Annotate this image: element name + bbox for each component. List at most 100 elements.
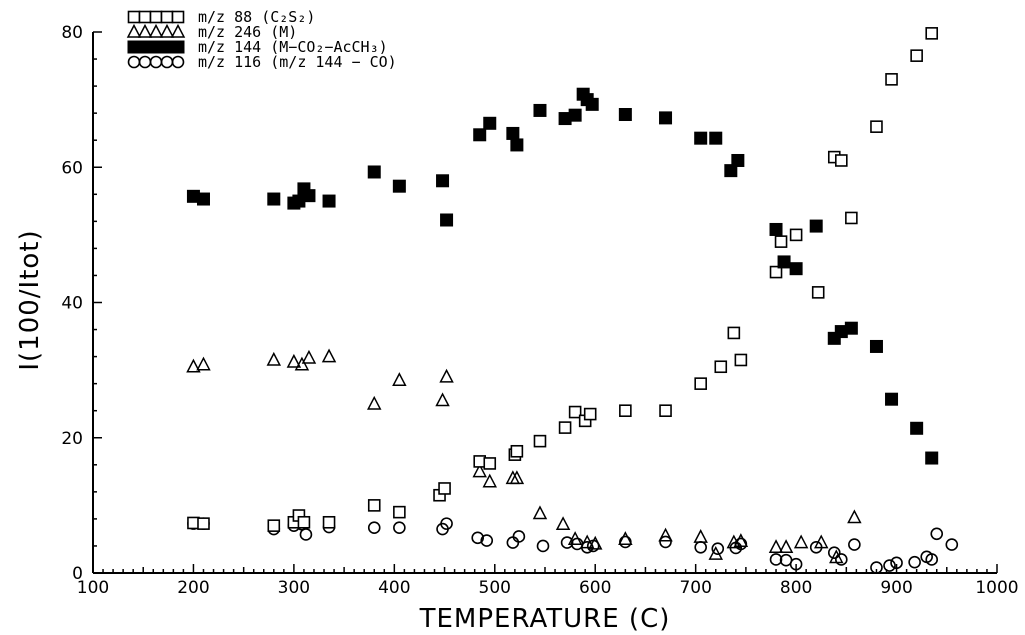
data-point [809,219,823,233]
y-tick-label: 80 [61,23,83,43]
series-open-triangle [186,348,862,564]
x-tick-label: 400 [378,578,410,598]
data-point [483,116,497,130]
x-tick-label: 700 [679,578,711,598]
data-point [322,194,336,208]
legend-label: m/z 144 (M−CO₂−AcCH₃) [198,38,388,56]
data-point [768,539,784,554]
data-point [367,395,382,410]
x-tick-label: 200 [177,578,209,598]
data-point [789,557,803,571]
data-point [506,536,520,549]
data-point [813,534,829,549]
legend-marker [137,23,153,38]
x-tick-label: 800 [780,578,812,598]
y-tick-label: 20 [61,429,83,449]
data-point [536,539,550,553]
data-point [870,120,883,133]
data-point [367,521,381,534]
data-point [709,131,723,145]
legend-marker [171,10,185,24]
data-point [512,530,526,543]
legend-symbols [127,55,185,69]
data-point [197,517,210,530]
legend-marker [171,40,185,54]
data-point [322,515,336,529]
data-point [560,536,574,549]
data-point [567,531,583,545]
data-point [483,457,497,470]
legend-marker [171,55,185,69]
legend-marker [159,23,175,38]
data-point [885,73,898,86]
data-point [774,235,788,248]
data-point [392,179,406,193]
legend-symbols [126,23,186,38]
x-tick-label: 600 [579,578,611,598]
data-point [568,108,582,122]
y-tick-label: 40 [61,294,83,314]
legend-marker [127,55,141,69]
data-point [266,351,282,366]
data-point [793,534,809,549]
data-point [731,153,745,167]
data-point [845,211,858,225]
data-point [694,541,707,554]
data-point [930,527,944,541]
legend-label: m/z 116 (m/z 144 − CO) [198,53,397,71]
data-point [890,556,903,570]
axis-ticks: 100 200 300 400 500 600 700 800 900 1000 0 20 40 60 80 [61,23,1018,598]
legend-marker [138,55,152,69]
legend-marker [127,40,141,54]
legend-marker [138,10,152,24]
legend-marker [127,10,141,24]
data-point [509,470,525,485]
data-point [301,349,317,364]
series-filled-square [186,87,939,465]
data-point [196,356,211,371]
data-point [510,138,524,152]
data-point [711,542,725,555]
legend-marker [160,40,174,54]
data-point [910,421,924,435]
legend: m/z 88 (C₂S₂)m/z 246 (M)m/z 144 (M−CO₂−A… [126,8,397,71]
data-point [835,553,848,566]
data-point [286,353,302,368]
legend-marker [149,10,163,24]
data-point [440,213,454,227]
data-point [870,561,883,574]
series-open-square [187,27,939,532]
legend-marker [138,40,152,54]
data-point [506,126,520,140]
x-tick-label: 100 [77,578,109,598]
data-point [714,360,728,374]
data-point [659,404,672,418]
data-point [708,545,723,560]
data-point [844,321,858,335]
data-point [778,539,794,554]
y-axis-title: I(100/Itot) [15,229,45,370]
x-tick-label: 900 [880,578,912,598]
data-point [908,555,921,569]
legend-marker [148,23,164,38]
data-point [267,519,281,532]
data-point [439,368,454,383]
data-point [724,164,738,178]
data-point [436,174,450,188]
data-point [393,521,406,534]
data-point [829,549,844,564]
data-point [302,189,316,203]
data-point [533,434,547,448]
x-axis-title: TEMPERATURE (C) [419,604,671,634]
data-point [583,407,597,421]
data-point [727,326,741,340]
data-point [196,192,210,206]
x-tick-label: 1000 [975,578,1018,598]
legend-marker [149,40,163,54]
data-point [769,265,783,279]
data-point [367,499,381,512]
data-point [299,528,313,541]
data-point [267,192,281,206]
data-point [925,553,939,566]
